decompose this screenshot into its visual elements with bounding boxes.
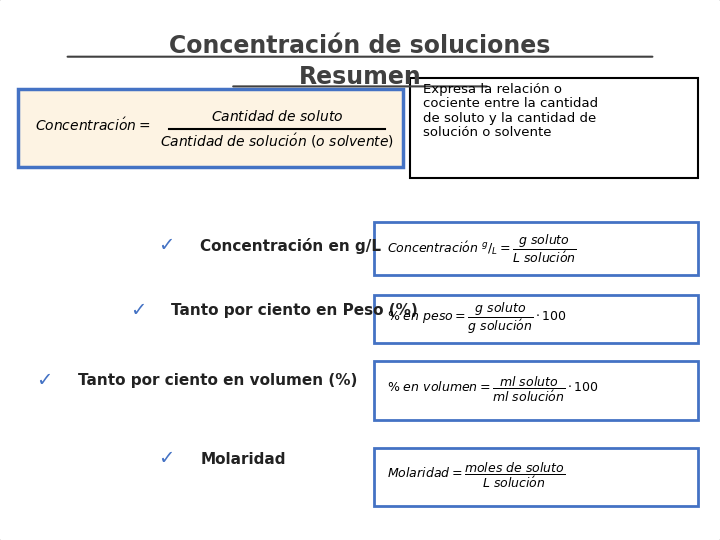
- Text: $\mathit{Cantidad\ de\ soluto}$: $\mathit{Cantidad\ de\ soluto}$: [211, 109, 343, 124]
- Text: Tanto por ciento en Peso (%): Tanto por ciento en Peso (%): [171, 303, 418, 318]
- FancyBboxPatch shape: [374, 222, 698, 275]
- Text: Concentración de soluciones: Concentración de soluciones: [169, 34, 551, 58]
- Text: solución o solvente: solución o solvente: [423, 126, 552, 139]
- Text: Concentración en g/L: Concentración en g/L: [200, 238, 381, 254]
- Text: $\mathit{\%\ en\ peso} = \dfrac{\mathit{g\ soluto}}{\mathit{g\ soluci\acute{o}n}: $\mathit{\%\ en\ peso} = \dfrac{\mathit{…: [387, 300, 567, 335]
- Text: ✓: ✓: [158, 449, 175, 469]
- Text: ✓: ✓: [158, 236, 175, 255]
- FancyBboxPatch shape: [374, 295, 698, 343]
- Text: $\mathit{Concentraci\acute{o}n}\ ^{g}/_{L} = \dfrac{\mathit{g\ soluto}}{\mathit{: $\mathit{Concentraci\acute{o}n}\ ^{g}/_{…: [387, 232, 577, 265]
- Text: Resumen: Resumen: [299, 65, 421, 89]
- Text: Tanto por ciento en volumen (%): Tanto por ciento en volumen (%): [78, 373, 357, 388]
- Text: Molaridad: Molaridad: [200, 451, 286, 467]
- Text: Expresa la relación o: Expresa la relación o: [423, 83, 562, 96]
- Text: $\mathit{\%\ en\ volumen} = \dfrac{\mathit{ml\ soluto}}{\mathit{ml\ soluci\acute: $\mathit{\%\ en\ volumen} = \dfrac{\math…: [387, 374, 599, 404]
- FancyBboxPatch shape: [410, 78, 698, 178]
- Text: de soluto y la cantidad de: de soluto y la cantidad de: [423, 112, 597, 125]
- Text: $\mathit{Cantidad\ de\ soluci\acute{o}n\ (o\ solvente)}$: $\mathit{Cantidad\ de\ soluci\acute{o}n\…: [160, 131, 395, 150]
- Text: $\mathit{Concentraci\acute{o}n} = $: $\mathit{Concentraci\acute{o}n} = $: [35, 117, 150, 134]
- Text: cociente entre la cantidad: cociente entre la cantidad: [423, 97, 598, 110]
- FancyBboxPatch shape: [374, 448, 698, 506]
- Text: $\mathit{Molaridad} = \dfrac{\mathit{moles\ de\ soluto}}{\mathit{L\ soluci\acute: $\mathit{Molaridad} = \dfrac{\mathit{mol…: [387, 460, 566, 490]
- FancyBboxPatch shape: [374, 361, 698, 420]
- FancyBboxPatch shape: [18, 89, 403, 167]
- Text: ✓: ✓: [36, 371, 53, 390]
- Text: ✓: ✓: [130, 301, 146, 320]
